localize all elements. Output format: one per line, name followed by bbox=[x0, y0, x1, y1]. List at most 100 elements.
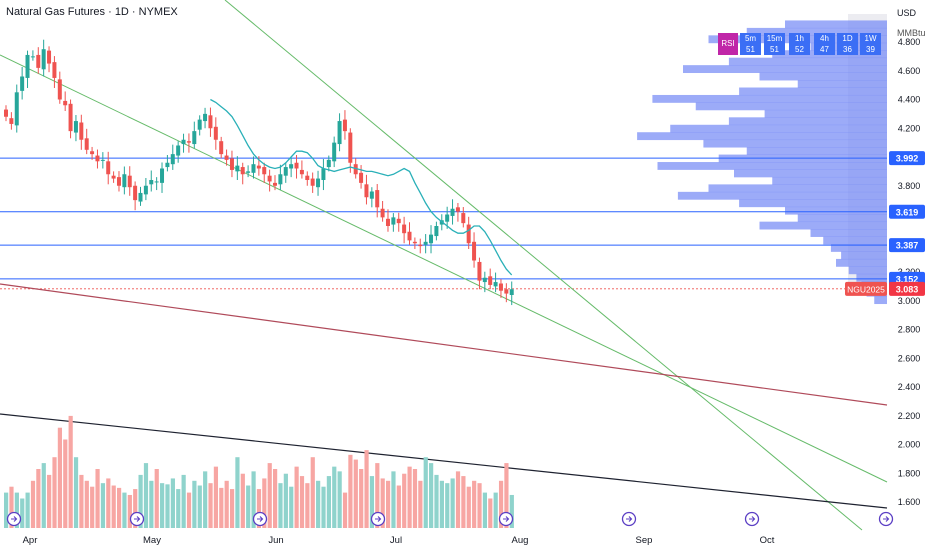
price-tag-bg bbox=[889, 151, 925, 166]
volume-bar bbox=[439, 480, 444, 528]
profile-row bbox=[734, 169, 887, 178]
rsi-timeframe-box[interactable]: 4h 47 bbox=[814, 33, 835, 55]
profile-row bbox=[703, 139, 887, 148]
candle-body bbox=[283, 167, 288, 176]
volume-bar bbox=[498, 480, 504, 528]
volume-bar bbox=[192, 480, 197, 528]
candle-body bbox=[176, 145, 181, 156]
currency-label[interactable]: USD bbox=[897, 8, 917, 18]
candle-body bbox=[235, 165, 240, 172]
ticker-tag-label: NGU2025 bbox=[847, 284, 885, 294]
profile-row bbox=[746, 147, 887, 155]
candle-body bbox=[509, 289, 514, 295]
red-trend-line bbox=[0, 283, 888, 406]
y-tick-label: 2.200 bbox=[898, 411, 921, 421]
volume-bar bbox=[326, 476, 331, 528]
rsi-box-label: 1h bbox=[795, 34, 804, 43]
candle-body bbox=[359, 172, 364, 183]
volume-bar bbox=[127, 494, 132, 528]
volume-bar bbox=[267, 463, 272, 528]
candle-body bbox=[84, 138, 89, 150]
y-tick-label: 2.600 bbox=[898, 353, 921, 363]
candle-body bbox=[434, 226, 439, 237]
candle-body bbox=[52, 62, 57, 78]
rsi-timeframe-box[interactable]: 15m 51 bbox=[764, 33, 785, 55]
profile-row bbox=[683, 65, 887, 74]
volume-bar bbox=[369, 476, 375, 528]
profile-row bbox=[695, 102, 887, 111]
x-tick-label: Apr bbox=[23, 535, 38, 546]
trend-lines[interactable] bbox=[0, 0, 888, 531]
candle-body bbox=[251, 164, 256, 173]
volume-bar bbox=[348, 454, 353, 528]
moving-average bbox=[210, 98, 513, 276]
unit-label: MMBtu bbox=[897, 28, 926, 38]
candle-body bbox=[472, 241, 477, 261]
profile-row bbox=[652, 94, 887, 103]
candle-body bbox=[47, 50, 52, 64]
volume-bar bbox=[186, 492, 192, 528]
rsi-box-label: RSI bbox=[721, 39, 735, 48]
candle-body bbox=[186, 141, 191, 143]
profile-row bbox=[728, 57, 887, 66]
candle-body bbox=[369, 191, 374, 199]
volume-bar bbox=[90, 486, 95, 528]
x-tick-label: Jul bbox=[390, 535, 402, 546]
volume-bar bbox=[396, 485, 401, 528]
candle-body bbox=[203, 113, 208, 122]
candle-body bbox=[95, 155, 100, 162]
profile-row bbox=[856, 273, 887, 282]
event-markers[interactable] bbox=[6, 511, 894, 527]
candle-body bbox=[181, 139, 186, 145]
price-tag-label: 3.083 bbox=[896, 284, 919, 294]
candle-body bbox=[36, 54, 41, 68]
volume-bar bbox=[273, 469, 278, 528]
profile-row bbox=[739, 199, 887, 208]
profile-row bbox=[759, 72, 887, 81]
y-tick-label: 2.400 bbox=[898, 382, 921, 392]
candle-body bbox=[429, 234, 434, 244]
volume-bar bbox=[25, 492, 30, 528]
rsi-timeframe-box[interactable]: 5m 51 bbox=[740, 33, 761, 55]
volume-bar bbox=[149, 480, 154, 528]
volume-bar bbox=[52, 457, 57, 528]
volume-bar bbox=[41, 463, 46, 528]
volume-bar bbox=[256, 489, 262, 528]
candle-body bbox=[25, 54, 30, 78]
volume-bar bbox=[488, 498, 493, 528]
candle-body bbox=[498, 283, 503, 291]
candle-body bbox=[219, 141, 224, 155]
rsi-box-label: 1W bbox=[864, 34, 877, 43]
candle-body bbox=[63, 100, 68, 106]
volume-bar bbox=[364, 450, 369, 528]
rsi-timeframe-box[interactable]: 1h 52 bbox=[789, 33, 810, 55]
candle-body bbox=[364, 184, 369, 198]
price-tag-bg bbox=[889, 281, 925, 296]
volume-bar bbox=[73, 457, 79, 528]
volume-bar bbox=[385, 480, 391, 528]
rsi-timeframe-box[interactable]: 1W 39 bbox=[860, 33, 881, 55]
volume-bar bbox=[412, 469, 418, 528]
rsi-label[interactable]: RSI bbox=[718, 33, 738, 55]
rsi-timeframe-box[interactable]: 1D 36 bbox=[837, 33, 858, 55]
volume-bar bbox=[229, 489, 235, 528]
rsi-box-value: 51 bbox=[746, 45, 755, 54]
profile-row bbox=[810, 229, 887, 237]
volume-bar bbox=[262, 478, 267, 528]
profile-row bbox=[848, 266, 887, 275]
price-tag-label: 3.152 bbox=[896, 274, 919, 284]
candle-body bbox=[305, 175, 310, 180]
profile-row bbox=[739, 87, 887, 96]
volume-bar bbox=[342, 492, 348, 528]
candle-body bbox=[461, 213, 466, 224]
candle-body bbox=[138, 192, 143, 202]
volume-bar bbox=[391, 471, 396, 528]
profile-row bbox=[657, 162, 887, 170]
candle-body bbox=[106, 161, 111, 175]
volume-bar bbox=[353, 459, 358, 528]
volume-bar bbox=[455, 471, 461, 528]
profile-row bbox=[759, 221, 887, 230]
profile-row bbox=[637, 132, 887, 141]
volume-bar bbox=[197, 485, 202, 528]
